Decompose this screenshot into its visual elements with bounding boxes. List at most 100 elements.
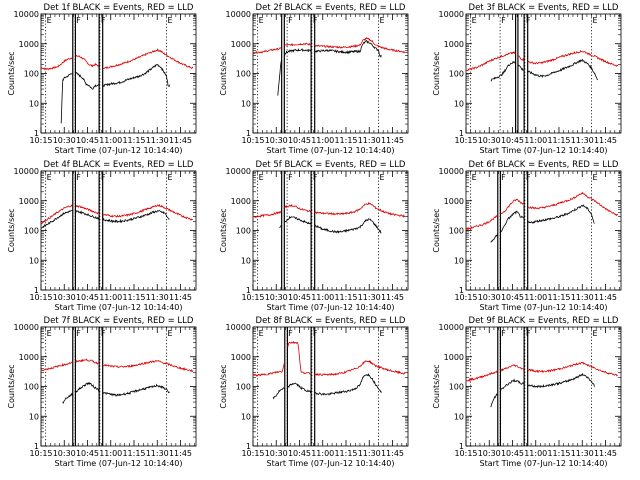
x-tick-label: 10:45 — [288, 136, 311, 145]
x-axis-label: Start Time (07-Jun-12 10:14:40) — [267, 146, 395, 155]
x-tick-label: 10:45 — [501, 136, 524, 145]
y-tick-label: 1 — [459, 442, 464, 451]
x-tick-label: 10:15 — [29, 136, 52, 145]
panel-title: Det 8f BLACK = Events, RED = LLD — [256, 316, 406, 326]
y-tick-label: 10 — [241, 256, 251, 265]
marker-label: F — [101, 173, 106, 182]
series-events — [40, 210, 170, 229]
panel-det-7: Det 7f BLACK = Events, RED = LLD 1 10 100 10… — [7, 316, 197, 468]
marker-label: E — [472, 16, 477, 25]
y-tick-label: 10000 — [439, 323, 464, 332]
y-tick-label: 1 — [34, 442, 39, 451]
x-tick-label: 10:45 — [76, 136, 99, 145]
x-tick-label: 10:30 — [478, 136, 501, 145]
series-lld — [40, 48, 194, 71]
panel-title: Det 2f BLACK = Events, RED = LLD — [256, 3, 406, 13]
marker-label: E — [472, 329, 477, 338]
panel-title: Det 4f BLACK = Events, RED = LLD — [44, 160, 194, 170]
y-tick-label: 10000 — [439, 167, 464, 176]
x-tick-label: 11:30 — [571, 136, 594, 145]
marker-label: E — [47, 329, 52, 338]
marker-label: F — [501, 329, 506, 338]
panel-det-3: Det 3f BLACK = Events, RED = LLD 1 10 100 10… — [432, 3, 622, 155]
y-tick-label: 10000 — [14, 323, 39, 332]
series-lld — [465, 361, 618, 382]
marker-label: E — [593, 329, 598, 338]
x-tick-label: 11:30 — [571, 449, 594, 458]
x-tick-label: 10:15 — [241, 136, 264, 145]
series-lld — [41, 203, 193, 225]
y-tick-label: 1000 — [231, 197, 251, 206]
y-tick-label: 100 — [236, 383, 251, 392]
series-events — [490, 58, 599, 82]
panel-det-8: Det 8f BLACK = Events, RED = LLD 1 10 100 10… — [219, 316, 409, 468]
series-lld — [252, 37, 406, 54]
series-events — [60, 63, 170, 124]
series-lld — [40, 358, 194, 372]
marker-label: E — [593, 16, 598, 25]
y-tick-label: 100 — [449, 70, 464, 79]
x-tick-label: 10:15 — [241, 293, 264, 302]
x-tick-label: 11:00 — [524, 293, 547, 302]
marker-label: E — [168, 173, 173, 182]
x-tick-label: 10:45 — [288, 449, 311, 458]
x-tick-label: 10:15 — [241, 449, 264, 458]
x-tick-label: 10:30 — [53, 449, 76, 458]
y-tick-label: 1000 — [444, 197, 464, 206]
marker-label: E — [168, 16, 173, 25]
x-tick-label: 10:15 — [454, 136, 477, 145]
x-tick-label: 10:45 — [501, 293, 524, 302]
series-events — [272, 373, 382, 400]
x-axis-label: Start Time (07-Jun-12 10:14:40) — [480, 303, 608, 312]
x-tick-label: 11:15 — [334, 449, 357, 458]
y-tick-label: 100 — [449, 227, 464, 236]
marker-label: E — [593, 173, 598, 182]
x-tick-label: 11:15 — [122, 293, 145, 302]
plot-frame — [252, 326, 409, 447]
series-events — [277, 40, 382, 96]
y-tick-label: 1000 — [19, 353, 39, 362]
x-tick-label: 10:30 — [53, 136, 76, 145]
x-tick-label: 11:15 — [122, 449, 145, 458]
x-axis-label: Start Time (07-Jun-12 10:14:40) — [480, 459, 608, 468]
x-tick-label: 10:45 — [288, 293, 311, 302]
y-tick-label: 1 — [34, 286, 39, 295]
marker-label: F — [501, 173, 506, 182]
panel-det-2: Det 2f BLACK = Events, RED = LLD 1 10 100 10… — [219, 3, 409, 155]
x-tick-label: 11:00 — [99, 293, 122, 302]
marker-label: F — [288, 329, 293, 338]
panel-det-9: Det 9f BLACK = Events, RED = LLD 1 10 100 10… — [432, 316, 622, 468]
y-axis-label: Counts/sec — [219, 364, 228, 408]
y-tick-label: 100 — [24, 383, 39, 392]
marker-label: F — [313, 16, 318, 25]
x-tick-label: 11:15 — [122, 136, 145, 145]
x-tick-label: 11:15 — [334, 136, 357, 145]
x-tick-label: 11:00 — [99, 449, 122, 458]
y-tick-label: 1000 — [444, 40, 464, 49]
y-tick-label: 10 — [29, 256, 39, 265]
x-axis-label: Start Time (07-Jun-12 10:14:40) — [55, 303, 183, 312]
x-tick-label: 11:30 — [146, 136, 169, 145]
marker-label: E — [47, 16, 52, 25]
marker-label: F — [76, 16, 81, 25]
marker-label: F — [313, 329, 318, 338]
x-tick-label: 10:30 — [53, 293, 76, 302]
x-tick-label: 11:15 — [547, 293, 570, 302]
series-lld — [252, 202, 406, 219]
y-tick-label: 1000 — [19, 40, 39, 49]
plot-frame — [465, 13, 622, 134]
panel-title: Det 6f BLACK = Events, RED = LLD — [469, 160, 619, 170]
x-tick-label: 11:45 — [594, 449, 617, 458]
y-tick-label: 1 — [459, 129, 464, 138]
x-axis-label: Start Time (07-Jun-12 10:14:40) — [55, 459, 183, 468]
x-tick-label: 11:00 — [524, 136, 547, 145]
y-tick-label: 100 — [449, 383, 464, 392]
x-tick-label: 11:00 — [311, 293, 334, 302]
marker-label: E — [259, 16, 264, 25]
x-tick-label: 11:45 — [594, 293, 617, 302]
panel-det-6: Det 6f BLACK = Events, RED = LLD 1 10 100 10… — [432, 160, 622, 312]
marker-label: E — [472, 173, 477, 182]
marker-label: F — [526, 329, 531, 338]
y-tick-label: 1000 — [231, 40, 251, 49]
